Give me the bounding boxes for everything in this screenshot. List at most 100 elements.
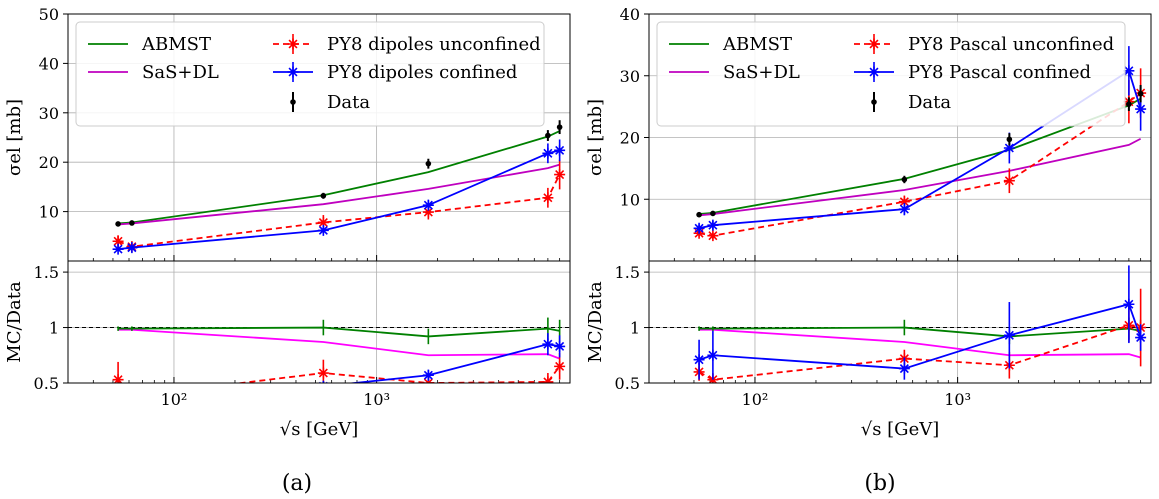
x-axis-label: √s [GeV] bbox=[280, 419, 359, 440]
abmst-line bbox=[118, 326, 560, 338]
legend-py8-dipoles-unconfined-swatch-marker bbox=[287, 38, 299, 50]
legend-data-label: Data bbox=[327, 92, 370, 113]
panel-caption: (b) bbox=[864, 471, 895, 496]
py8-pascal-confined-marker bbox=[693, 354, 705, 366]
y-tick-label: 1 bbox=[630, 319, 640, 338]
panel-caption: (a) bbox=[282, 471, 312, 496]
py8-pascal-unconfined-marker bbox=[898, 196, 910, 208]
py8-pascal-confined-marker bbox=[1123, 298, 1135, 310]
legend-box bbox=[75, 21, 545, 127]
legend-py8-dipoles-confined-swatch-marker bbox=[287, 66, 299, 78]
legend-data-swatch-point bbox=[290, 99, 296, 105]
py8-dipoles-confined-marker bbox=[318, 380, 328, 383]
legend-py8-dipoles-confined-label: PY8 dipoles confined bbox=[327, 62, 517, 83]
legend-py8-pascal-unconfined-label: PY8 Pascal unconfined bbox=[908, 34, 1114, 55]
py8-dipoles-confined-marker bbox=[126, 394, 137, 405]
data-point bbox=[1126, 101, 1132, 107]
panel-a bbox=[63, 13, 571, 408]
x-tick-label: 10³ bbox=[944, 390, 971, 409]
data-point bbox=[545, 132, 551, 139]
py8-pascal-confined-marker bbox=[898, 203, 910, 215]
py8-dipoles-unconfined-marker bbox=[422, 206, 434, 218]
py8-pascal-confined-marker bbox=[1123, 65, 1135, 77]
y-axis-label: σel [mb] bbox=[4, 99, 25, 176]
py8-dipoles-confined-marker bbox=[542, 147, 554, 159]
legend-box bbox=[656, 21, 1126, 127]
y-tick-label: 10 bbox=[39, 203, 59, 222]
legend bbox=[75, 21, 545, 127]
data-point bbox=[129, 220, 135, 226]
legend-py8-pascal-confined-swatch-marker bbox=[868, 66, 880, 78]
py8-dipoles-confined-marker bbox=[126, 242, 138, 254]
legend-py8-pascal-confined-label: PY8 Pascal confined bbox=[908, 62, 1091, 83]
y-tick-label: 40 bbox=[620, 5, 640, 24]
legend-py8-pascal-unconfined-swatch-marker bbox=[868, 38, 880, 50]
legend-abmst-label: ABMST bbox=[722, 34, 792, 55]
py8-pascal-unconfined-marker bbox=[1003, 175, 1015, 187]
py8-dipoles-unconfined-marker bbox=[112, 374, 124, 383]
data-point bbox=[696, 211, 702, 218]
legend-py8-dipoles-unconfined-label: PY8 dipoles unconfined bbox=[327, 34, 541, 55]
legend-data-label: Data bbox=[908, 92, 951, 113]
y-tick-label: 0.5 bbox=[34, 374, 59, 393]
py8-dipoles-unconfined-marker bbox=[317, 216, 329, 228]
bottom-axes bbox=[63, 260, 571, 408]
y-tick-label: 30 bbox=[39, 104, 59, 123]
y-axis-label: MC/Data bbox=[585, 281, 606, 363]
py8-dipoles-unconfined-marker bbox=[554, 169, 566, 181]
y-tick-label: 50 bbox=[39, 5, 59, 24]
y-tick-label: 10 bbox=[620, 190, 640, 209]
y-tick-label: 30 bbox=[620, 67, 640, 86]
py8-dipoles-confined-marker bbox=[113, 397, 124, 408]
py8-dipoles-unconfined-marker bbox=[317, 367, 329, 379]
bottom-frame bbox=[67, 260, 571, 384]
py8-dipoles-confined-marker bbox=[112, 243, 124, 255]
y-axis-label: MC/Data bbox=[4, 281, 25, 363]
series-group bbox=[112, 120, 566, 255]
py8-pascal-confined-marker bbox=[898, 363, 910, 375]
py8-pascal-confined-marker bbox=[693, 222, 705, 234]
py8-pascal-unconfined-marker bbox=[707, 230, 719, 242]
legend-sas-dl-label: SaS+DL bbox=[142, 62, 219, 83]
y-tick-label: 20 bbox=[620, 129, 640, 148]
sas-dl-line bbox=[118, 328, 560, 360]
py8-dipoles-confined-marker bbox=[554, 340, 566, 352]
x-tick-label: 10³ bbox=[363, 390, 390, 409]
py8-dipoles-confined-marker bbox=[422, 199, 434, 211]
legend-abmst-label: ABMST bbox=[141, 34, 211, 55]
py8-dipoles-confined-marker bbox=[542, 338, 554, 350]
bottom-frame bbox=[648, 260, 1152, 384]
py8-dipoles-unconfined-marker bbox=[112, 235, 124, 247]
data-point bbox=[320, 192, 327, 199]
data-point bbox=[710, 210, 716, 217]
py8-dipoles-unconfined-line bbox=[117, 174, 561, 248]
py8-dipoles-unconfined-marker bbox=[542, 192, 554, 204]
py8-pascal-confined-marker bbox=[707, 219, 719, 231]
bottom-axes bbox=[644, 260, 1152, 384]
x-tick-label: 10² bbox=[742, 390, 769, 409]
py8-dipoles-confined-marker bbox=[317, 224, 329, 236]
data-point bbox=[1137, 90, 1144, 97]
py8-dipoles-confined-marker bbox=[422, 369, 434, 381]
y-tick-label: 1.5 bbox=[615, 263, 640, 282]
x-tick-label: 10² bbox=[161, 390, 188, 409]
panel-b bbox=[644, 13, 1152, 384]
data-point bbox=[556, 124, 563, 130]
y-tick-label: 20 bbox=[39, 153, 59, 172]
py8-dipoles-confined-marker bbox=[554, 144, 566, 156]
y-tick-label: 40 bbox=[39, 54, 59, 73]
x-axis-label: √s [GeV] bbox=[861, 419, 940, 440]
py8-dipoles-confined-line bbox=[117, 149, 560, 251]
py8-dipoles-unconfined-marker bbox=[542, 376, 554, 383]
py8-pascal-confined-marker bbox=[1135, 332, 1147, 344]
y-axis-label: σel [mb] bbox=[585, 99, 606, 176]
y-tick-label: 0.5 bbox=[615, 374, 640, 393]
series-group bbox=[693, 46, 1147, 242]
legend-sas-dl-label: SaS+DL bbox=[723, 62, 800, 83]
sas-dl-line bbox=[699, 328, 1141, 359]
y-tick-label: 1.5 bbox=[34, 263, 59, 282]
data-point bbox=[425, 160, 432, 167]
data-point bbox=[901, 176, 908, 183]
py8-pascal-confined-marker bbox=[1003, 329, 1015, 341]
